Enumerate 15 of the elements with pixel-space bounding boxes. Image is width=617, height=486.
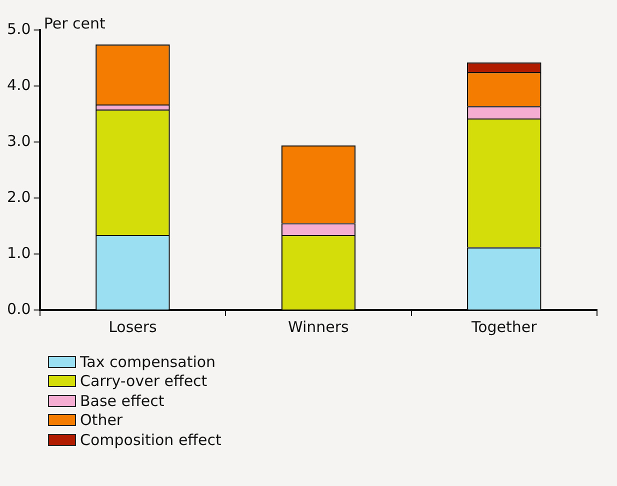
legend-label: Other (80, 411, 123, 430)
y-tick-label: 1.0 (6, 244, 31, 262)
legend-label: Composition effect (80, 430, 222, 449)
y-tick-label: 4.0 (6, 76, 31, 94)
y-tick-label: 3.0 (6, 132, 31, 150)
x-tick-label: Winners (288, 318, 350, 336)
y-tick-label: 0.0 (6, 300, 31, 318)
legend-label: Base effect (80, 392, 164, 410)
y-tick-label: 5.0 (6, 20, 31, 38)
y-axis-title: Per cent (44, 14, 106, 32)
x-tick-label: Losers (108, 318, 158, 336)
x-tick-label: Together (470, 318, 538, 336)
legend-label: Carry-over effect (80, 372, 208, 390)
legend-label: Tax compensation (80, 352, 216, 371)
y-tick-label: 2.0 (6, 188, 31, 206)
